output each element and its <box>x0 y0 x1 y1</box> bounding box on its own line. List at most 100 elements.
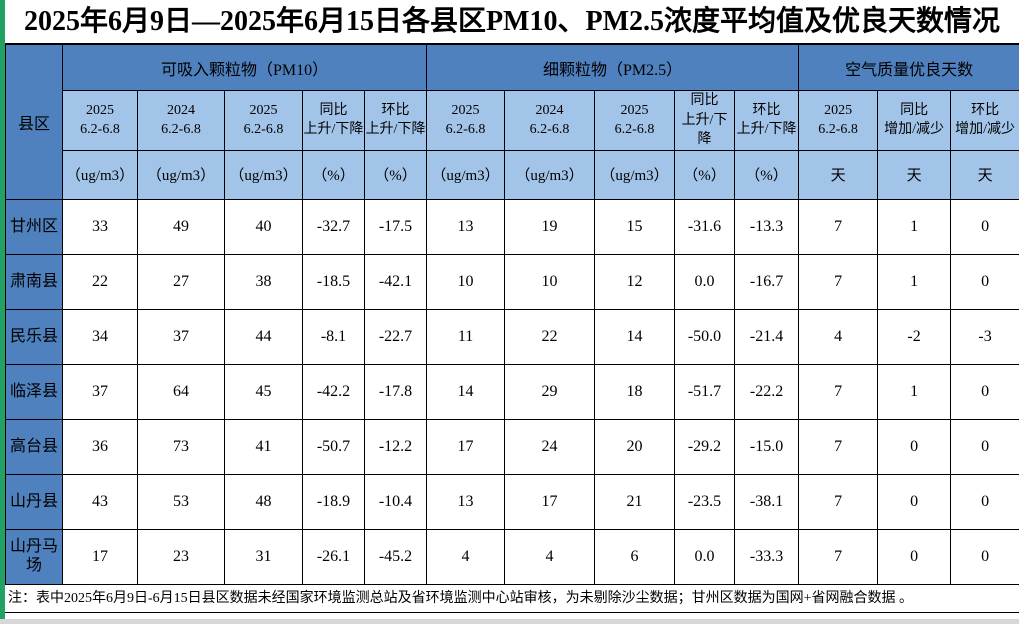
district-cell: 山丹马场 <box>5 528 63 585</box>
value-cell: 18 <box>594 363 676 420</box>
value-cell: 7 <box>798 363 879 420</box>
unit-cell: （%） <box>734 149 800 200</box>
value-cell: 0 <box>950 473 1019 530</box>
value-cell: 41 <box>224 418 303 475</box>
value-cell: -33.3 <box>734 528 800 585</box>
district-column-header: 县区 <box>5 44 63 200</box>
value-cell: -18.5 <box>302 253 365 310</box>
value-cell: 7 <box>798 418 879 475</box>
subcolumn-header: 2025 6.2-6.8 <box>224 90 303 151</box>
value-cell: 33 <box>62 198 138 255</box>
district-cell: 高台县 <box>5 418 63 475</box>
value-cell: 1 <box>877 363 952 420</box>
value-cell: 40 <box>224 198 303 255</box>
value-cell: 31 <box>224 528 303 585</box>
value-cell: 17 <box>62 528 138 585</box>
value-cell: 1 <box>877 253 952 310</box>
unit-cell: （ug/m3） <box>504 149 596 200</box>
district-cell: 肃南县 <box>5 253 63 310</box>
value-cell: 0 <box>950 418 1019 475</box>
subcolumn-line2: 6.2-6.8 <box>243 122 284 138</box>
value-cell: 0 <box>877 418 952 475</box>
subcolumn-header: 2024 6.2-6.8 <box>137 90 225 151</box>
subcolumn-line1: 2025 <box>620 102 649 118</box>
value-cell: 48 <box>224 473 303 530</box>
value-cell: -22.7 <box>363 308 428 365</box>
value-cell: 0 <box>950 528 1019 585</box>
unit-cell: （ug/m3） <box>137 149 225 200</box>
unit-cell: （ug/m3） <box>224 149 303 200</box>
footnote: 注：表中2025年6月9日-6月15日县区数据未经国家环境监测总站及省环境监测中… <box>5 585 1019 613</box>
value-cell: -32.7 <box>302 198 365 255</box>
value-cell: -42.2 <box>302 363 365 420</box>
subcolumn-line2: 上升/下降 <box>736 122 797 138</box>
value-cell: 10 <box>426 253 506 310</box>
page-title: 2025年6月9日—2025年6月15日各县区PM10、PM2.5浓度平均值及优… <box>5 0 1019 44</box>
value-cell: 22 <box>504 308 596 365</box>
value-cell: 37 <box>62 363 138 420</box>
value-cell: 14 <box>594 308 676 365</box>
value-cell: -21.4 <box>734 308 800 365</box>
subcolumn-line1: 同比 <box>319 102 348 118</box>
unit-cell: 天 <box>877 149 952 200</box>
value-cell: 4 <box>426 528 506 585</box>
value-cell: -23.5 <box>674 473 736 530</box>
value-cell: 0 <box>950 253 1019 310</box>
value-cell: -17.5 <box>363 198 428 255</box>
value-cell: 20 <box>594 418 676 475</box>
subcolumn-line1: 2025 <box>451 102 480 118</box>
value-cell: -31.6 <box>674 198 736 255</box>
subcolumn-line1: 2024 <box>167 102 195 118</box>
value-cell: 24 <box>504 418 596 475</box>
table-row: 高台县 36 73 41 -50.7 -12.2 17 24 20 -29.2 -15.0 7 0 0 <box>5 418 1019 475</box>
unit-cell: （ug/m3） <box>62 149 138 200</box>
value-cell: -22.2 <box>734 363 800 420</box>
value-cell: 17 <box>504 473 596 530</box>
subcolumn-line2: 增加/减少 <box>955 122 1016 138</box>
subcolumn-line2: 上升/下降 <box>303 122 364 138</box>
value-cell: 7 <box>798 473 879 530</box>
subcolumn-line1: 2024 <box>535 102 564 118</box>
value-cell: -29.2 <box>674 418 736 475</box>
value-cell: 7 <box>798 198 879 255</box>
value-cell: 0 <box>950 198 1019 255</box>
subcolumn-line2: 上升/下降 <box>365 122 426 138</box>
value-cell: 43 <box>62 473 138 530</box>
value-cell: 64 <box>137 363 225 420</box>
subcolumn-line1: 同比 <box>690 93 719 108</box>
value-cell: 73 <box>137 418 225 475</box>
value-cell: 36 <box>62 418 138 475</box>
value-cell: 7 <box>798 253 879 310</box>
value-cell: 4 <box>798 308 879 365</box>
subcolumn-line2: 增加/减少 <box>884 122 945 138</box>
value-cell: 1 <box>877 198 952 255</box>
subcolumn-header: 环比 上升/下降 <box>734 90 800 151</box>
value-cell: 44 <box>224 308 303 365</box>
value-cell: 21 <box>594 473 676 530</box>
subcolumn-header: 同比 增加/减少 <box>877 90 952 151</box>
value-cell: 0 <box>950 363 1019 420</box>
value-cell: 17 <box>426 418 506 475</box>
unit-cell: 天 <box>950 149 1019 200</box>
table-row: 山丹县 43 53 48 -18.9 -10.4 13 17 21 -23.5 -38.1 7 0 0 <box>5 473 1019 530</box>
value-cell: 38 <box>224 253 303 310</box>
value-cell: 49 <box>137 198 225 255</box>
subcolumn-line1: 2025 <box>249 102 278 118</box>
value-cell: 7 <box>798 528 879 585</box>
value-cell: -2 <box>877 308 952 365</box>
subcolumn-header: 环比 增加/减少 <box>950 90 1019 151</box>
district-cell: 甘州区 <box>5 198 63 255</box>
value-cell: -10.4 <box>363 473 428 530</box>
table-row: 临泽县 37 64 45 -42.2 -17.8 14 29 18 -51.7 -22.2 7 1 0 <box>5 363 1019 420</box>
subcolumn-line2: 上升/下降 <box>681 112 728 148</box>
left-edge-strip <box>0 0 5 619</box>
subcolumn-line2: 6.2-6.8 <box>80 122 120 138</box>
value-cell: 34 <box>62 308 138 365</box>
value-cell: -18.9 <box>302 473 365 530</box>
subcolumn-header: 2025 6.2-6.8 <box>426 90 506 151</box>
value-cell: -8.1 <box>302 308 365 365</box>
value-cell: -26.1 <box>302 528 365 585</box>
subcolumn-header: 同比上升/下降 <box>302 90 365 151</box>
value-cell: -38.1 <box>734 473 800 530</box>
value-cell: 13 <box>426 473 506 530</box>
